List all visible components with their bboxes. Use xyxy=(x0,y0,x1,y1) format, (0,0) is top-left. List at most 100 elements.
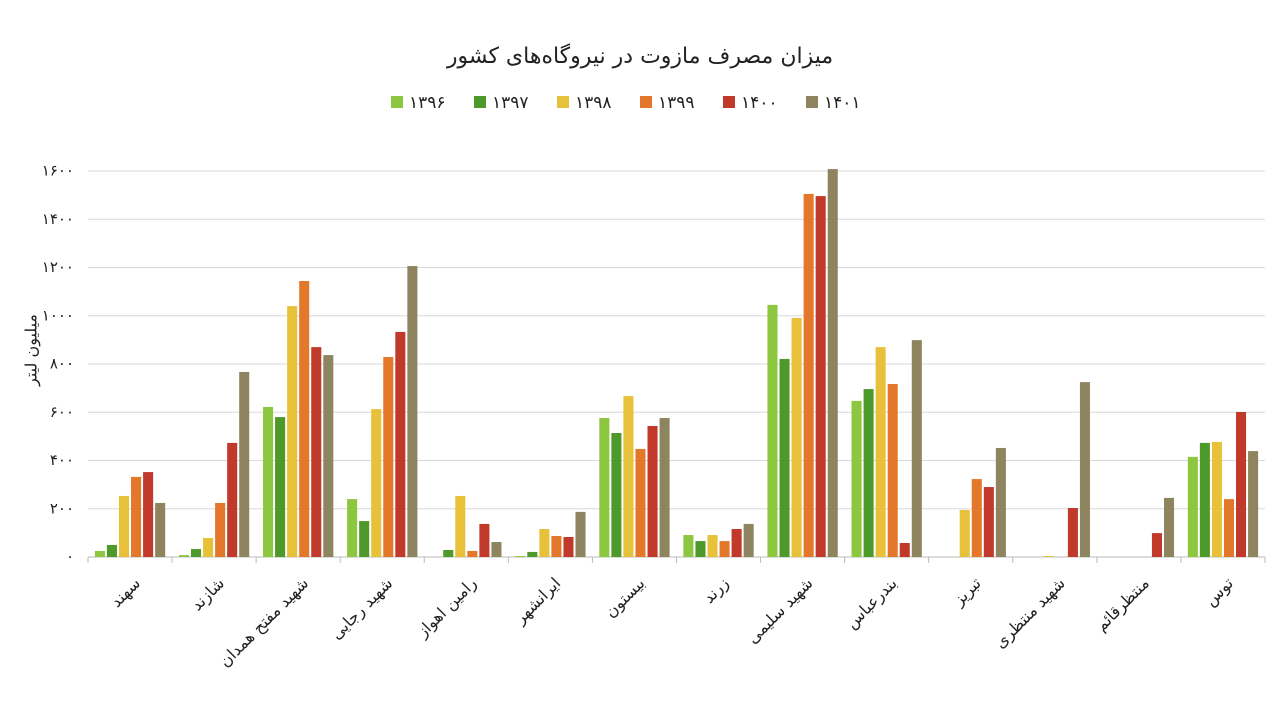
y-tick-label: ۴۰۰ xyxy=(50,451,74,469)
x-tick-label: منتظرقائم xyxy=(1092,574,1154,636)
bar xyxy=(323,355,334,557)
x-tick-label: تبریز xyxy=(948,574,985,611)
bar xyxy=(731,529,742,557)
bar xyxy=(203,537,214,557)
bar xyxy=(215,502,226,557)
bar xyxy=(443,550,454,557)
bar xyxy=(1163,497,1175,557)
bar xyxy=(407,266,418,557)
bar xyxy=(959,509,970,557)
y-tick-label: ۶۰۰ xyxy=(50,403,74,421)
bar xyxy=(467,550,478,557)
bar xyxy=(1043,556,1054,557)
bar xyxy=(1151,533,1162,557)
bar xyxy=(803,193,814,557)
bar xyxy=(659,418,670,557)
bar xyxy=(623,396,634,557)
bar xyxy=(539,529,550,557)
bar xyxy=(767,304,778,557)
bar xyxy=(178,555,190,557)
bar xyxy=(131,476,142,557)
bar xyxy=(118,495,130,557)
bar xyxy=(1223,499,1235,557)
chart-title: میزان مصرف مازوت در نیروگاه‌های کشور xyxy=(446,43,833,69)
bar xyxy=(1236,412,1247,557)
x-tick-label: شهید سلیمی xyxy=(743,574,817,648)
bar xyxy=(287,306,298,557)
x-tick-label: بندرعباس xyxy=(842,574,902,634)
x-tick-label: ایرانشهر xyxy=(510,574,565,629)
bar xyxy=(359,521,370,557)
bar xyxy=(887,384,898,557)
bar xyxy=(155,502,166,557)
legend-swatch xyxy=(806,96,818,108)
x-tick-label: رامین اهواز xyxy=(412,574,481,643)
bar xyxy=(479,523,490,557)
y-tick-label: ۱۴۰۰ xyxy=(42,210,74,228)
x-tick-label: سهند xyxy=(107,574,145,612)
legend-swatch xyxy=(474,96,486,108)
x-tick-label: شهید مفتح همدان xyxy=(215,574,313,672)
bar xyxy=(191,549,202,557)
bar xyxy=(455,495,466,557)
legend-swatch xyxy=(640,96,652,108)
bar xyxy=(1199,442,1210,557)
bar xyxy=(779,358,790,557)
bar xyxy=(647,426,658,557)
bar xyxy=(875,347,886,557)
legend-label: ۱۳۹۸ xyxy=(575,93,612,113)
bar xyxy=(851,400,862,557)
bar xyxy=(743,523,754,557)
bar xyxy=(575,511,586,557)
bar xyxy=(695,541,706,557)
bar xyxy=(515,556,526,557)
x-tick-label: زرند xyxy=(699,574,733,608)
bar xyxy=(599,418,610,557)
x-tick-label: شهید منتظری xyxy=(990,574,1069,653)
bar xyxy=(491,542,502,557)
bar xyxy=(106,544,117,557)
y-axis-label: میلیون لیتر xyxy=(22,314,42,387)
bar xyxy=(791,317,802,557)
bar xyxy=(263,406,274,557)
bar xyxy=(635,448,646,557)
bar xyxy=(143,472,154,557)
bar xyxy=(1211,441,1222,557)
bar xyxy=(551,536,562,557)
bar xyxy=(1187,456,1198,557)
y-tick-label: ۱۶۰۰ xyxy=(42,162,74,180)
legend-label: ۱۳۹۷ xyxy=(492,93,529,113)
y-tick-label: ۸۰۰ xyxy=(50,355,74,373)
bar xyxy=(1248,451,1259,557)
legend-swatch xyxy=(557,96,569,108)
bar xyxy=(347,499,358,557)
legend-label: ۱۳۹۶ xyxy=(409,93,446,113)
bar xyxy=(815,196,826,557)
y-tick-label: ۱۲۰۰ xyxy=(42,258,74,276)
bar xyxy=(707,535,718,557)
bar xyxy=(94,550,105,557)
x-tick-label: شازند xyxy=(187,574,229,616)
bar xyxy=(611,432,622,557)
legend-label: ۱۴۰۰ xyxy=(741,93,778,113)
bar xyxy=(827,169,838,557)
x-tick-label: شهید رجایی xyxy=(327,574,397,644)
bar xyxy=(983,487,994,557)
bar xyxy=(995,447,1006,557)
legend-label: ۱۳۹۹ xyxy=(658,93,695,113)
bar xyxy=(275,417,286,557)
legend-swatch xyxy=(391,96,403,108)
x-tick-label: بیستون xyxy=(601,574,649,622)
bar xyxy=(311,347,322,557)
bar xyxy=(911,340,922,557)
bar xyxy=(1079,382,1090,557)
x-tick-label: توس xyxy=(1201,574,1238,611)
legend-swatch xyxy=(723,96,735,108)
bar xyxy=(395,331,406,557)
bar xyxy=(239,371,250,557)
bar xyxy=(1067,508,1078,557)
bar xyxy=(383,357,394,557)
bar xyxy=(971,479,982,557)
bar xyxy=(863,389,874,557)
